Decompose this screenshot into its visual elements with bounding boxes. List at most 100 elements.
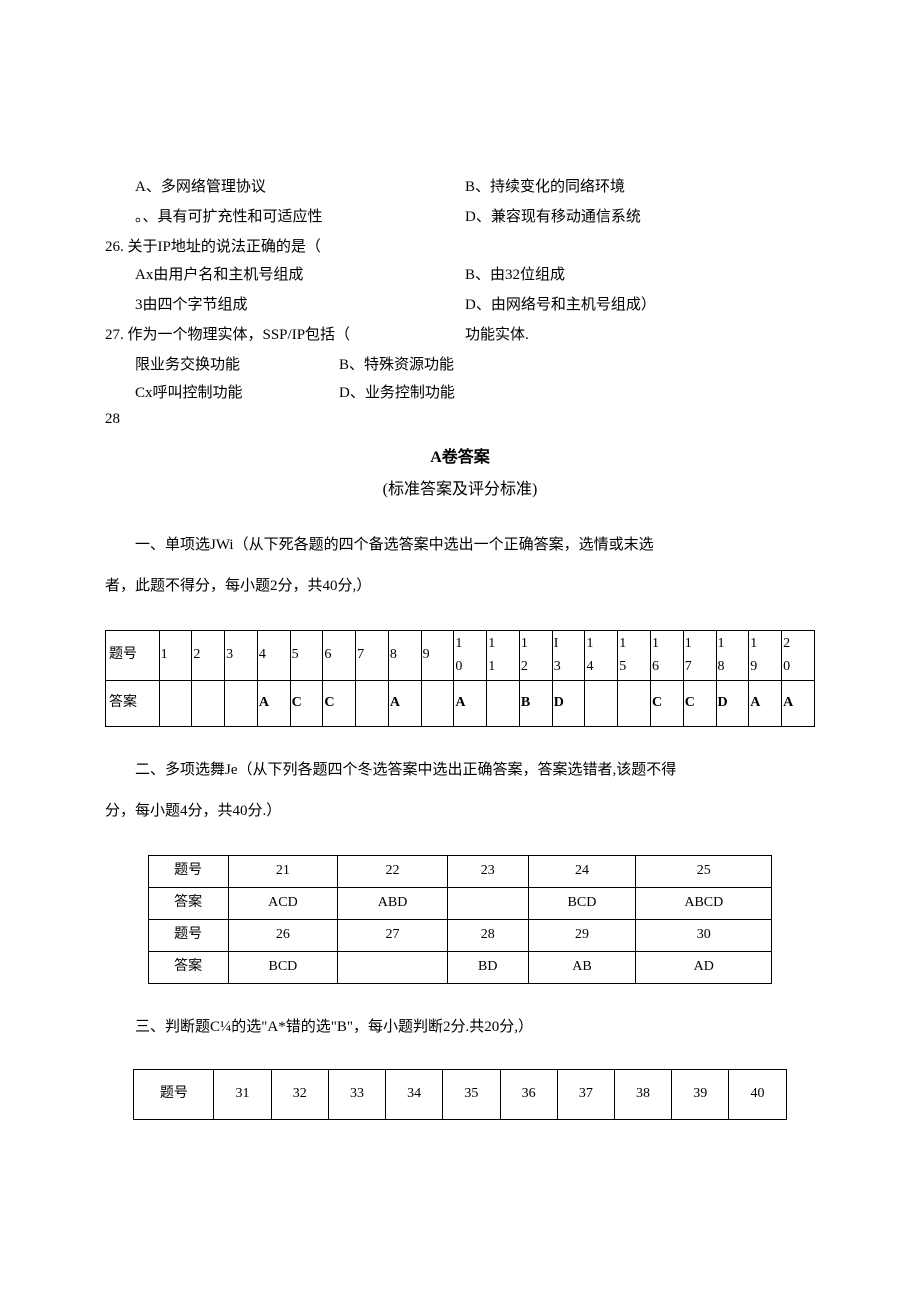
t1-n: 9 — [421, 631, 454, 681]
t1-a — [618, 680, 651, 726]
t1-n: 5 — [290, 631, 323, 681]
t1-a — [192, 680, 225, 726]
t1-n: 17 — [683, 631, 716, 681]
section3: 三、判断题C¼的选"A*错的选"B"，每小题判断2分.共20分,） — [105, 1014, 815, 1041]
t1-n: 3 — [225, 631, 258, 681]
top-option-row-1: A、多网络管理协议 B、持续变化的同络环境 — [105, 175, 815, 199]
t2-a: ABCD — [636, 887, 772, 919]
t2-n: 30 — [636, 919, 772, 951]
t2-row1-ans: 答案 ACD ABD BCD ABCD — [148, 887, 772, 919]
t1-n: 8 — [388, 631, 421, 681]
t1-n: 20 — [782, 631, 815, 681]
t2-n: 24 — [528, 855, 635, 887]
t1-n: 18 — [716, 631, 749, 681]
t1-n: 7 — [356, 631, 389, 681]
q26-b: B、由32位组成 — [465, 263, 815, 287]
q26-row2: 3由四个字节组成 D、由网络号和主机号组成） — [105, 293, 815, 317]
t2-a: AB — [528, 951, 635, 983]
t1-a: C — [683, 680, 716, 726]
t2-n: 27 — [338, 919, 448, 951]
t2-row2-ans: 答案 BCD BD AB AD — [148, 951, 772, 983]
option-b: B、持续变化的同络环境 — [465, 175, 815, 199]
t2-a: BCD — [228, 951, 338, 983]
t3-n: 40 — [729, 1069, 786, 1119]
t1-n: 1 — [159, 631, 192, 681]
t2-n: 26 — [228, 919, 338, 951]
t2-ans-label: 答案 — [148, 951, 228, 983]
t3-header-row: 题号 31 32 33 34 35 36 37 38 39 40 — [134, 1069, 786, 1119]
t2-label: 题号 — [148, 919, 228, 951]
t3-n: 31 — [214, 1069, 271, 1119]
t3-n: 38 — [614, 1069, 671, 1119]
q27-c: Cx呼叫控制功能 — [105, 381, 339, 405]
t1-n: 12 — [519, 631, 552, 681]
q27-stem-right: 功能实体. — [465, 323, 815, 347]
section1-line2: 者，此题不得分，每小题2分，共40分,） — [105, 573, 815, 600]
option-d: D、兼容现有移动通信系统 — [465, 205, 815, 229]
t1-n: 16 — [650, 631, 683, 681]
section2-line1: 二、多项选舞Je（从下列各题四个冬选答案中选出正确答案，答案选错者,该题不得 — [105, 757, 815, 784]
t1-a: C — [290, 680, 323, 726]
t1-a: A — [388, 680, 421, 726]
t3-label: 题号 — [134, 1069, 214, 1119]
q27-a: 限业务交换功能 — [105, 353, 339, 377]
t2-row1-nums: 题号 21 22 23 24 25 — [148, 855, 772, 887]
table1-answer-label: 答案 — [106, 680, 160, 726]
t1-a: A — [454, 680, 487, 726]
t2-n: 22 — [338, 855, 448, 887]
t1-a: C — [650, 680, 683, 726]
t2-a: ABD — [338, 887, 448, 919]
t2-n: 21 — [228, 855, 338, 887]
t1-a: C — [323, 680, 356, 726]
t1-n: I3 — [552, 631, 585, 681]
t1-n: 4 — [257, 631, 290, 681]
t2-ans-label: 答案 — [148, 887, 228, 919]
judgment-table: 题号 31 32 33 34 35 36 37 38 39 40 — [133, 1069, 786, 1120]
section2-line2: 分，每小题4分，共40分.） — [105, 798, 815, 825]
t1-a: B — [519, 680, 552, 726]
t3-n: 37 — [557, 1069, 614, 1119]
q26-a: Ax由用户名和主机号组成 — [105, 263, 465, 287]
t3-n: 39 — [672, 1069, 729, 1119]
t1-a — [159, 680, 192, 726]
t1-a: A — [257, 680, 290, 726]
table1-header-label: 题号 — [106, 631, 160, 681]
t1-a — [585, 680, 618, 726]
t1-a: D — [716, 680, 749, 726]
q27-d: D、业务控制功能 — [339, 381, 815, 405]
t1-a — [421, 680, 454, 726]
t1-n: 14 — [585, 631, 618, 681]
t1-a: A — [749, 680, 782, 726]
q27-stem-left: 27. 作为一个物理实体，SSP/IP包括（ — [105, 323, 465, 347]
top-option-row-2: 。、具有可扩充性和可适应性 D、兼容现有移动通信系统 — [105, 205, 815, 229]
t1-n: 11 — [487, 631, 520, 681]
t2-row2-nums: 题号 26 27 28 29 30 — [148, 919, 772, 951]
t2-a: ACD — [228, 887, 338, 919]
q26-d: D、由网络号和主机号组成） — [465, 293, 815, 317]
t1-a — [356, 680, 389, 726]
t1-n: 2 — [192, 631, 225, 681]
table1-answer-row: 答案 A C C A A B D C C D A A — [106, 680, 815, 726]
t2-n: 25 — [636, 855, 772, 887]
t2-n: 23 — [447, 855, 528, 887]
table1-header-row: 题号 1 2 3 4 5 6 7 8 9 10 11 12 I3 14 15 1… — [106, 631, 815, 681]
q26-stem: 26. 关于IP地址的说法正确的是（ — [105, 235, 815, 259]
t1-n: 19 — [749, 631, 782, 681]
t2-n: 29 — [528, 919, 635, 951]
q27-row1: 限业务交换功能 B、特殊资源功能 — [105, 353, 815, 377]
t2-a: AD — [636, 951, 772, 983]
t2-n: 28 — [447, 919, 528, 951]
q27-stem-row: 27. 作为一个物理实体，SSP/IP包括（ 功能实体. — [105, 323, 815, 347]
section1-line1: 一、单项选JWi（从下死各题的四个备选答案中选出一个正确答案，选情或末选 — [105, 532, 815, 559]
t1-n: 6 — [323, 631, 356, 681]
q26-row1: Ax由用户名和主机号组成 B、由32位组成 — [105, 263, 815, 287]
t1-a — [487, 680, 520, 726]
q27-row2: Cx呼叫控制功能 D、业务控制功能 — [105, 381, 815, 405]
multi-choice-table: 题号 21 22 23 24 25 答案 ACD ABD BCD ABCD 题号… — [148, 855, 773, 984]
t1-n: 15 — [618, 631, 651, 681]
t2-a — [338, 951, 448, 983]
t2-a: BCD — [528, 887, 635, 919]
answer-title: A卷答案 — [105, 445, 815, 471]
q28: 28 — [105, 407, 815, 431]
answer-subtitle: (标准答案及评分标准) — [105, 477, 815, 503]
